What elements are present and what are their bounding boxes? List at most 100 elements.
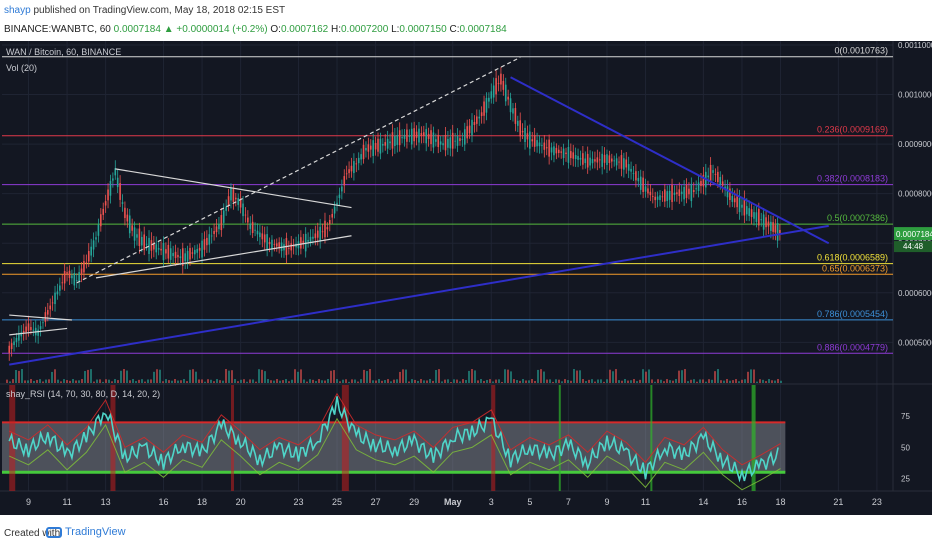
candle-body <box>307 239 309 242</box>
candle-body <box>668 190 671 200</box>
volume-bar <box>225 369 227 383</box>
candle-body <box>442 143 444 146</box>
time-tick-label: 29 <box>409 497 419 507</box>
candle-body <box>372 140 374 156</box>
candle-body <box>420 133 423 136</box>
candle-body <box>697 182 700 191</box>
volume-bar <box>453 379 455 383</box>
low-value: 0.0007150 <box>399 24 447 35</box>
volume-bar <box>756 381 758 383</box>
chart-svg[interactable]: 0(0.0010763) 0.236(0.0009169) 0.382(0.0008… <box>0 41 932 515</box>
volume-bar <box>63 379 65 383</box>
candle-body <box>153 243 155 250</box>
volume-bar <box>774 380 776 383</box>
time-tick-label: 21 <box>833 497 843 507</box>
candle-body <box>49 305 52 310</box>
candle-body <box>485 97 488 113</box>
candle-body <box>386 138 389 149</box>
volume-bar <box>768 379 770 383</box>
candle-body <box>456 136 459 146</box>
rsi-tick-label: 50 <box>901 443 910 452</box>
candle-body <box>758 208 760 226</box>
volume-bar <box>174 379 176 383</box>
time-tick-label: 7 <box>566 497 571 507</box>
volume-bar <box>303 379 305 383</box>
volume-bar <box>402 369 404 383</box>
volume-bar <box>210 379 212 383</box>
candle-body <box>191 252 194 254</box>
volume-bar <box>369 369 371 383</box>
tradingview-logo[interactable]: TradingView <box>46 526 126 538</box>
candle-body <box>471 119 473 136</box>
volume-bar <box>405 369 407 383</box>
volume-bar <box>510 371 512 383</box>
candle-body <box>213 230 215 235</box>
volume-bar <box>318 379 320 383</box>
candle-body <box>355 163 358 165</box>
volume-bar <box>288 381 290 383</box>
fib-level-label: 0.236(0.0009169) <box>817 125 888 135</box>
volume-bar <box>408 381 410 383</box>
candle-body <box>377 138 379 152</box>
volume-bar <box>333 370 335 383</box>
candle-body <box>46 310 49 315</box>
volume-bar <box>18 370 20 383</box>
volume-bar <box>528 380 530 383</box>
candle-body <box>273 244 276 245</box>
volume-bar <box>207 379 209 383</box>
volume-bar <box>156 369 158 383</box>
candle-body <box>290 243 293 251</box>
candle-body <box>454 140 456 142</box>
volume-bar <box>138 379 140 383</box>
volume-bar <box>540 369 542 383</box>
volume-bar <box>24 380 26 383</box>
volume-bar <box>219 380 221 383</box>
volume-bar <box>147 379 149 383</box>
candle-body <box>379 138 382 154</box>
volume-bar <box>567 380 569 383</box>
volume-bar <box>27 380 29 383</box>
volume-bar <box>645 371 647 383</box>
volume-bar <box>48 379 50 383</box>
volume-bar <box>639 379 641 383</box>
countdown-label: 44:48 <box>903 242 924 251</box>
trend-line-white <box>9 327 68 336</box>
candle-body <box>288 248 290 249</box>
time-axis: 9 11 13 16 18 20 23 25 27 29 May 3 5 7 9 11 14 16 18 21 23 <box>26 497 882 507</box>
change-arrow-icon: ▲ <box>163 24 174 35</box>
volume-bar <box>324 380 326 383</box>
candle-body <box>353 161 355 174</box>
candle-body <box>174 251 177 259</box>
volume-bar <box>36 379 38 383</box>
volume-bar <box>384 380 386 383</box>
time-tick-label: 14 <box>698 497 708 507</box>
volume-bar <box>675 379 677 383</box>
volume-bar <box>375 380 377 383</box>
volume-bar <box>594 381 596 383</box>
candle-body <box>112 178 114 181</box>
candle-body <box>68 270 71 278</box>
volume-bar <box>462 379 464 383</box>
candle-body <box>543 142 546 150</box>
volume-bar <box>252 379 254 383</box>
candle-body <box>478 116 481 119</box>
chart-area[interactable]: 0(0.0010763) 0.236(0.0009169) 0.382(0.0008… <box>0 41 932 515</box>
candle-body <box>649 191 652 196</box>
time-tick-label: 16 <box>737 497 747 507</box>
volume-bar <box>351 379 353 383</box>
candle-body <box>102 208 105 215</box>
candle-body <box>119 183 121 200</box>
volume-bar <box>483 380 485 383</box>
volume-bar <box>411 379 413 383</box>
author-link[interactable]: shayp <box>4 5 31 16</box>
candle-body <box>341 186 343 192</box>
tradingview-brand: TradingView <box>65 526 126 538</box>
candle-body <box>239 198 242 208</box>
candle-body <box>309 236 312 243</box>
candle-body <box>184 253 186 262</box>
candle-body <box>312 236 314 239</box>
rsi-pane <box>2 385 786 491</box>
fib-level-label: 0.5(0.0007386) <box>827 213 888 223</box>
candle-body <box>10 343 13 350</box>
